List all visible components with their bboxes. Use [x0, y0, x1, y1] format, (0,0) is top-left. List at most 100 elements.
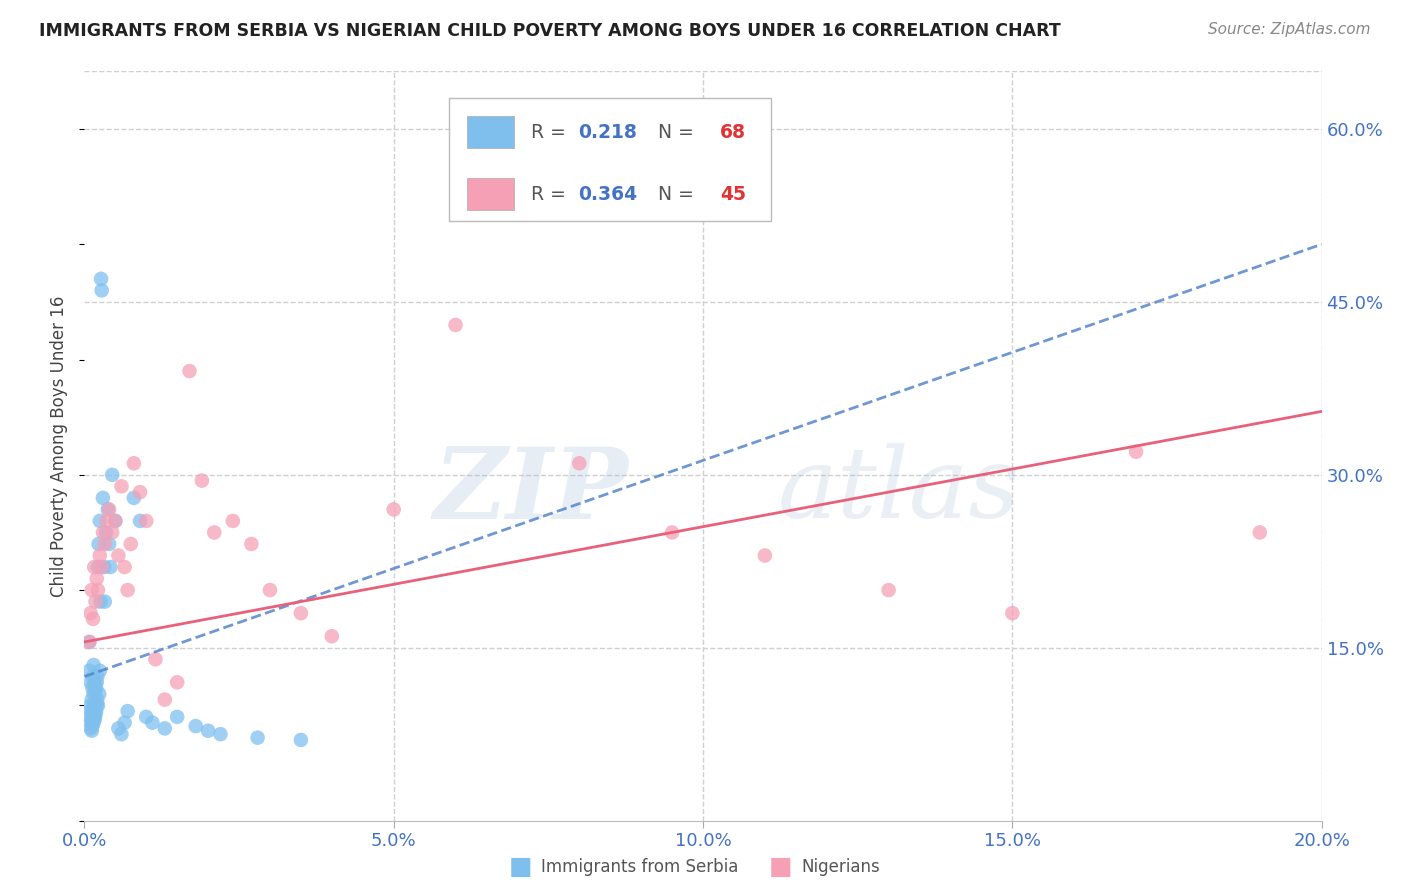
Point [209, 727, 232, 741]
Text: R =: R = [531, 185, 572, 203]
Point [145, 652, 167, 666]
Text: N =: N = [647, 185, 700, 203]
FancyBboxPatch shape [467, 117, 513, 148]
Point [86, 669, 108, 683]
Point [83, 560, 105, 574]
Point [89, 514, 111, 528]
Point [83, 658, 105, 673]
Point [80, 692, 103, 706]
Point [321, 629, 343, 643]
Point [290, 606, 312, 620]
Text: Nigerians: Nigerians [801, 858, 880, 876]
Point [83, 700, 105, 714]
Point [90, 272, 112, 286]
Point [90, 284, 112, 298]
Point [87, 698, 110, 713]
Text: R =: R = [531, 123, 572, 142]
Text: 45: 45 [720, 185, 747, 203]
Point [1001, 606, 1024, 620]
Point [86, 698, 108, 713]
Point [79, 710, 101, 724]
Point [661, 525, 683, 540]
Point [202, 525, 225, 540]
Point [101, 525, 124, 540]
Point [82, 719, 104, 733]
Point [82, 669, 104, 683]
Point [166, 675, 188, 690]
Point [259, 583, 281, 598]
Point [120, 537, 142, 551]
Point [87, 583, 110, 598]
Point [101, 467, 124, 482]
Point [80, 704, 103, 718]
Point [110, 727, 132, 741]
Point [117, 583, 139, 598]
Point [104, 514, 127, 528]
Point [94, 537, 117, 551]
Point [197, 723, 219, 738]
Point [82, 681, 104, 695]
Point [98, 502, 121, 516]
Point [79, 606, 101, 620]
Point [82, 712, 104, 726]
Point [84, 681, 107, 695]
Point [98, 537, 121, 551]
Point [84, 707, 107, 722]
Point [1249, 525, 1271, 540]
Point [83, 710, 105, 724]
Point [83, 698, 105, 713]
Point [87, 537, 110, 551]
Point [166, 710, 188, 724]
Point [79, 664, 101, 678]
Point [89, 594, 111, 608]
Point [83, 678, 105, 692]
Text: ■: ■ [769, 855, 792, 879]
Point [80, 712, 103, 726]
Text: ZIP: ZIP [434, 442, 628, 539]
Point [135, 710, 157, 724]
Point [444, 318, 467, 332]
Y-axis label: Child Poverty Among Boys Under 16: Child Poverty Among Boys Under 16 [51, 295, 69, 597]
FancyBboxPatch shape [467, 178, 513, 210]
Point [89, 549, 111, 563]
Point [153, 722, 176, 736]
Point [290, 733, 312, 747]
Point [83, 712, 105, 726]
Point [83, 675, 105, 690]
Point [240, 537, 263, 551]
Point [122, 456, 145, 470]
Text: N =: N = [647, 123, 700, 142]
Point [84, 684, 107, 698]
Point [86, 572, 108, 586]
Point [80, 715, 103, 730]
Text: ■: ■ [509, 855, 531, 879]
Point [129, 485, 152, 500]
Point [86, 692, 108, 706]
Point [83, 687, 105, 701]
Point [97, 502, 120, 516]
Point [82, 700, 104, 714]
Point [246, 731, 269, 745]
Point [382, 502, 405, 516]
Point [135, 514, 157, 528]
FancyBboxPatch shape [450, 97, 770, 221]
Point [90, 560, 112, 574]
Point [877, 583, 900, 598]
Text: 0.364: 0.364 [578, 185, 637, 203]
Point [98, 560, 121, 574]
Text: IMMIGRANTS FROM SERBIA VS NIGERIAN CHILD POVERTY AMONG BOYS UNDER 16 CORRELATION: IMMIGRANTS FROM SERBIA VS NIGERIAN CHILD… [39, 22, 1062, 40]
Point [93, 560, 115, 574]
Point [91, 525, 114, 540]
Point [91, 491, 114, 505]
Point [84, 594, 107, 608]
Point [107, 549, 129, 563]
Text: Immigrants from Serbia: Immigrants from Serbia [541, 858, 738, 876]
Point [87, 560, 110, 574]
Point [80, 583, 103, 598]
Point [83, 704, 105, 718]
Point [506, 191, 529, 205]
Point [83, 715, 105, 730]
Point [79, 722, 101, 736]
Point [104, 514, 127, 528]
Point [184, 719, 207, 733]
